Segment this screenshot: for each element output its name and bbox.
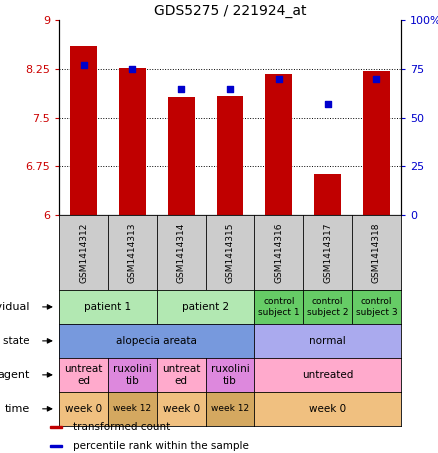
Point bbox=[275, 75, 282, 82]
Text: patient 1: patient 1 bbox=[85, 302, 131, 312]
Text: week 0: week 0 bbox=[65, 404, 102, 414]
Point bbox=[178, 85, 185, 92]
Point bbox=[226, 85, 233, 92]
Text: GSM1414316: GSM1414316 bbox=[274, 222, 283, 283]
Bar bbox=[70, 46, 97, 215]
Point bbox=[324, 101, 331, 108]
Text: untreated: untreated bbox=[302, 370, 353, 380]
Text: disease state: disease state bbox=[0, 336, 30, 346]
Text: normal: normal bbox=[309, 336, 346, 346]
Point bbox=[129, 66, 136, 73]
Text: GSM1414313: GSM1414313 bbox=[128, 222, 137, 283]
Text: control
subject 2: control subject 2 bbox=[307, 297, 348, 317]
Bar bbox=[363, 71, 390, 215]
Text: control
subject 3: control subject 3 bbox=[356, 297, 397, 317]
Bar bbox=[216, 96, 244, 215]
Bar bbox=[168, 97, 194, 215]
Title: GDS5275 / 221924_at: GDS5275 / 221924_at bbox=[154, 4, 306, 18]
Text: control
subject 1: control subject 1 bbox=[258, 297, 300, 317]
Text: week 0: week 0 bbox=[309, 404, 346, 414]
Bar bbox=[314, 174, 341, 215]
Text: patient 2: patient 2 bbox=[182, 302, 229, 312]
Text: week 12: week 12 bbox=[113, 405, 152, 413]
Text: time: time bbox=[4, 404, 30, 414]
Bar bbox=[119, 68, 146, 215]
Text: GSM1414317: GSM1414317 bbox=[323, 222, 332, 283]
Text: GSM1414314: GSM1414314 bbox=[177, 222, 186, 283]
Point bbox=[373, 75, 380, 82]
Bar bbox=[265, 74, 292, 215]
Text: week 12: week 12 bbox=[211, 405, 249, 413]
Bar bbox=[50, 445, 62, 447]
Text: untreat
ed: untreat ed bbox=[162, 364, 200, 386]
Text: individual: individual bbox=[0, 302, 30, 312]
Text: GSM1414318: GSM1414318 bbox=[372, 222, 381, 283]
Text: GSM1414312: GSM1414312 bbox=[79, 222, 88, 283]
Text: percentile rank within the sample: percentile rank within the sample bbox=[74, 441, 249, 451]
Text: ruxolini
tib: ruxolini tib bbox=[113, 364, 152, 386]
Text: GSM1414315: GSM1414315 bbox=[226, 222, 234, 283]
Bar bbox=[50, 426, 62, 428]
Text: week 0: week 0 bbox=[162, 404, 200, 414]
Text: alopecia areata: alopecia areata bbox=[117, 336, 197, 346]
Text: untreat
ed: untreat ed bbox=[64, 364, 103, 386]
Text: transformed count: transformed count bbox=[74, 422, 171, 432]
Text: ruxolini
tib: ruxolini tib bbox=[211, 364, 249, 386]
Text: agent: agent bbox=[0, 370, 30, 380]
Point bbox=[80, 62, 87, 69]
